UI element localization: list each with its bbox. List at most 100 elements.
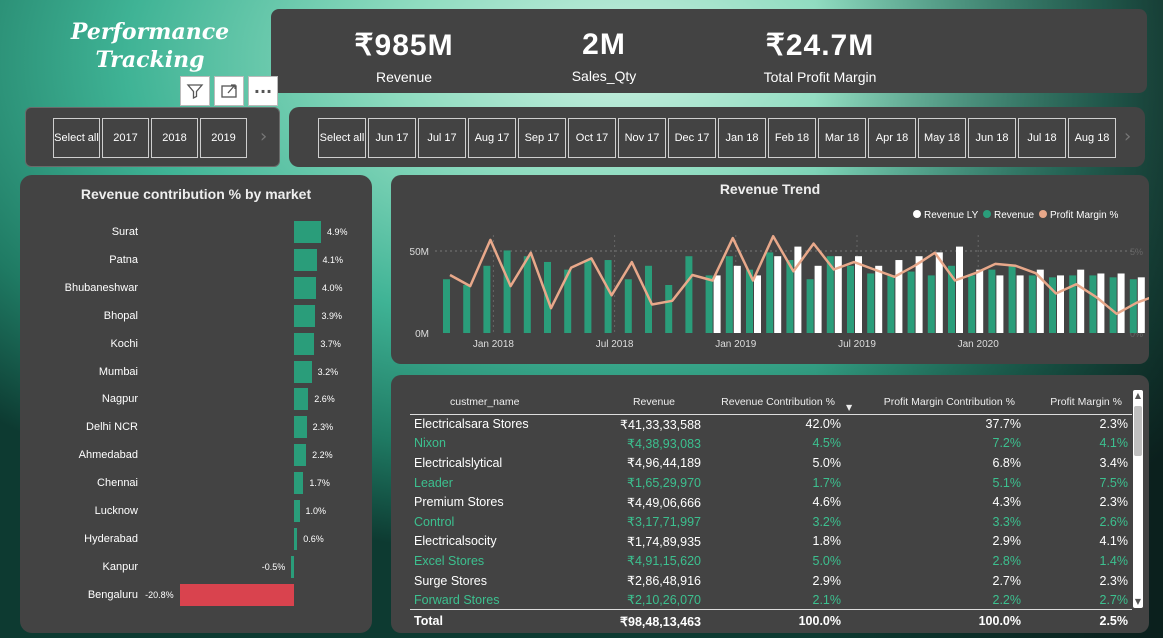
- revenue-bar: [786, 260, 794, 333]
- profit-margin-line: [449, 234, 1149, 316]
- market-bar[interactable]: [179, 583, 294, 606]
- month-chip[interactable]: Mar 18: [818, 118, 866, 158]
- month-chip[interactable]: Nov 17: [618, 118, 666, 158]
- market-label: Bengaluru: [87, 588, 138, 601]
- month-chip[interactable]: Apr 18: [868, 118, 916, 158]
- market-row[interactable]: Bengaluru -20.8%: [20, 583, 370, 606]
- revenue-ly-bar: [1097, 273, 1105, 333]
- table-cell: ₹3,17,71,997: [627, 515, 701, 530]
- scrollbar-thumb[interactable]: [1134, 406, 1142, 456]
- market-bar[interactable]: [294, 416, 307, 439]
- year-chip[interactable]: 2018: [151, 118, 198, 158]
- month-chip[interactable]: Jun 17: [368, 118, 416, 158]
- table-cell: 3.4%: [1099, 455, 1129, 470]
- month-chip[interactable]: Oct 17: [568, 118, 616, 158]
- month-chip[interactable]: Jun 18: [968, 118, 1016, 158]
- month-chip[interactable]: Feb 18: [768, 118, 816, 158]
- table-cell: 2.6%: [1099, 514, 1129, 529]
- chevron-right-icon[interactable]: ›: [260, 126, 268, 147]
- market-row[interactable]: Delhi NCR 2.3%: [20, 416, 370, 439]
- market-row[interactable]: Patna 4.1%: [20, 248, 370, 271]
- market-row[interactable]: Nagpur 2.6%: [20, 388, 370, 411]
- market-bar[interactable]: [294, 221, 321, 243]
- month-chip[interactable]: May 18: [918, 118, 966, 158]
- column-header[interactable]: Profit Margin Contribution %: [845, 390, 1025, 415]
- year-chip[interactable]: 2017: [102, 118, 149, 158]
- table-row[interactable]: Nixon ₹4,38,93,083 4.5% 7.2% 4.1%: [410, 434, 1132, 454]
- table-row[interactable]: Electricalsara Stores ₹41,33,33,588 42.0% 3…: [410, 414, 1132, 434]
- market-value-label: 2.2%: [312, 450, 333, 461]
- kpi-value: ₹985M: [354, 29, 454, 62]
- market-row[interactable]: Lucknow 1.0%: [20, 500, 370, 522]
- month-chip[interactable]: Jul 18: [1018, 118, 1066, 158]
- table-row[interactable]: Leader ₹1,65,29,970 1.7% 5.1% 7.5%: [410, 473, 1132, 493]
- revenue-bar: [766, 252, 774, 333]
- revenue-bar: [826, 256, 834, 333]
- y-tick-label: 50M: [410, 247, 429, 258]
- column-header[interactable]: Revenue: [585, 390, 705, 415]
- market-row[interactable]: Kochi 3.7%: [20, 332, 370, 355]
- market-bar[interactable]: [294, 304, 316, 327]
- table-row[interactable]: Electricalsocity ₹1,74,89,935 1.8% 2.9% 4.1%: [410, 532, 1132, 552]
- title-line-2: Tracking: [95, 47, 205, 73]
- month-chip[interactable]: Aug 17: [468, 118, 516, 158]
- month-chip[interactable]: Aug 18: [1068, 118, 1116, 158]
- market-row[interactable]: Surat 4.9%: [20, 221, 370, 243]
- chevron-right-icon[interactable]: ›: [1124, 126, 1132, 147]
- month-chip[interactable]: Dec 17: [668, 118, 716, 158]
- column-header[interactable]: Revenue Contribution %: [705, 390, 845, 415]
- revenue-ly-bar: [1016, 275, 1024, 333]
- market-bar[interactable]: [294, 332, 315, 355]
- table-cell: ₹4,49,06,666: [627, 495, 701, 510]
- revenue-bar: [443, 279, 450, 333]
- scroll-up-icon[interactable]: ▲: [1134, 391, 1142, 400]
- market-label: Hyderabad: [84, 532, 138, 545]
- table-cell: 1.4%: [1099, 553, 1129, 568]
- market-row[interactable]: Kanpur -0.5%: [20, 555, 370, 578]
- market-row[interactable]: Hyderabad 0.6%: [20, 527, 370, 550]
- table-row[interactable]: Surge Stores ₹2,86,48,916 2.9% 2.7% 2.3%: [410, 571, 1132, 591]
- year-chip[interactable]: 2019: [200, 118, 247, 158]
- market-row[interactable]: Bhopal 3.9%: [20, 304, 370, 327]
- month-chip[interactable]: Jul 17: [418, 118, 466, 158]
- total-cell: 2.5%: [1025, 609, 1132, 632]
- market-bar[interactable]: [294, 527, 298, 550]
- market-value-label: 0.6%: [303, 533, 324, 544]
- table-scrollbar[interactable]: ▲ ▼: [1133, 390, 1143, 608]
- market-row[interactable]: Ahmedabad 2.2%: [20, 444, 370, 467]
- market-bar[interactable]: [294, 360, 312, 383]
- month-chip[interactable]: Jan 18: [718, 118, 766, 158]
- market-row[interactable]: Mumbai 3.2%: [20, 360, 370, 383]
- market-label: Bhopal: [103, 309, 138, 322]
- legend-marker: [913, 210, 921, 218]
- market-row[interactable]: Chennai 1.7%: [20, 472, 370, 495]
- sort-desc-icon[interactable]: ▼: [846, 403, 853, 412]
- revenue-ly-bar: [875, 265, 883, 333]
- title-line-1: Performance: [70, 19, 230, 45]
- market-bar[interactable]: [294, 248, 317, 271]
- market-bar[interactable]: [294, 388, 309, 411]
- market-bar[interactable]: [294, 444, 307, 467]
- month-chip[interactable]: Select all: [318, 118, 366, 158]
- focus-mode-icon[interactable]: [214, 76, 244, 106]
- table-row[interactable]: Excel Stores ₹4,91,15,620 5.0% 2.8% 1.4%: [410, 551, 1132, 571]
- month-chip[interactable]: Sep 17: [518, 118, 566, 158]
- more-options-icon[interactable]: ···: [248, 76, 278, 106]
- column-header[interactable]: custmer_name: [410, 390, 585, 415]
- total-cell: ₹98,48,13,463: [585, 609, 705, 632]
- market-bar[interactable]: [294, 276, 316, 299]
- table-cell: ₹1,65,29,970: [627, 476, 701, 491]
- table-row[interactable]: Forward Stores ₹2,10,26,070 2.1% 2.2% 2.7%: [410, 590, 1132, 610]
- market-row[interactable]: Bhubaneshwar 4.0%: [20, 276, 370, 299]
- market-value-label: 1.0%: [305, 506, 327, 516]
- table-row[interactable]: Control ₹3,17,71,997 3.2% 3.3% 2.6%: [410, 512, 1132, 532]
- market-bar[interactable]: [291, 555, 294, 578]
- market-bar[interactable]: [294, 500, 300, 522]
- scroll-down-icon[interactable]: ▼: [1134, 597, 1142, 606]
- table-row[interactable]: Premium Stores ₹4,49,06,666 4.6% 4.3% 2.3%: [410, 492, 1132, 512]
- column-header[interactable]: Profit Margin %: [1025, 390, 1132, 415]
- filter-icon[interactable]: [180, 76, 210, 106]
- market-bar[interactable]: [294, 472, 304, 495]
- table-row[interactable]: Electricalslytical ₹4,96,44,189 5.0% 6.8% 3.…: [410, 453, 1132, 473]
- year-chip[interactable]: Select all: [53, 118, 100, 158]
